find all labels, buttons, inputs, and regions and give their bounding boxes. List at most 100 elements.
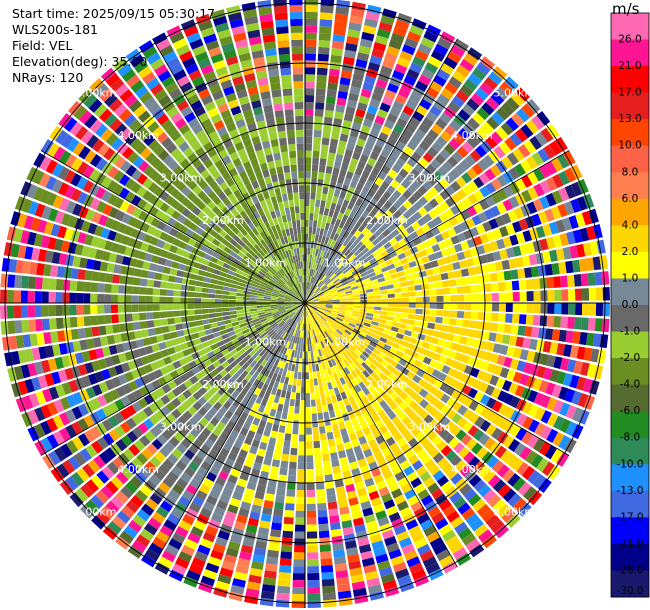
velocity-gate [588,318,596,331]
velocity-gate [1,321,9,335]
velocity-gate [305,123,313,130]
velocity-gate [313,441,320,448]
velocity-gate [305,351,307,358]
velocity-gate [447,271,455,279]
velocity-gate [153,312,160,319]
velocity-gate [181,316,189,322]
velocity-gate [146,296,153,303]
velocity-gate [596,303,603,316]
velocity-gate [317,68,328,76]
velocity-gate [57,330,65,342]
velocity-gate [462,277,470,285]
velocity-gate [560,275,568,287]
velocity-gate [230,314,237,318]
velocity-gate [415,285,423,291]
velocity-gate [243,306,250,309]
velocity-gate [560,316,568,328]
velocity-gate [257,306,264,309]
velocity-gate [491,313,499,322]
velocity-gate [322,405,328,413]
velocity-gate [306,365,309,372]
velocity-gate [197,275,205,281]
velocity-gate [174,317,182,324]
velocity-gate [456,319,464,327]
velocity-gate [353,297,360,300]
velocity-gate [386,320,394,325]
velocity-gate [323,599,337,607]
velocity-gate [210,279,218,285]
velocity-gate [309,213,313,220]
velocity-gate [306,448,313,455]
velocity-gate [316,489,325,497]
velocity-gate [404,269,412,276]
velocity-gate [305,157,311,164]
velocity-gate [321,565,333,573]
velocity-gate [329,69,340,77]
velocity-gate [298,455,305,462]
velocity-gate [316,193,322,200]
velocity-gate [331,529,342,537]
velocity-gate [301,337,303,344]
velocity-gate [309,372,313,379]
velocity-gate [324,117,333,125]
velocity-gate [367,310,374,314]
velocity-gate [328,439,335,447]
velocity-gate [442,280,450,287]
velocity-gate [307,559,319,566]
velocity-gate [552,329,560,341]
velocity-gate [250,295,257,298]
velocity-gate [141,329,149,337]
velocity-gate [290,455,297,462]
velocity-gate [112,274,120,283]
velocity-gate [305,192,310,199]
velocity-gate [189,321,197,327]
velocity-gate [287,420,293,428]
velocity-gate [284,398,290,406]
velocity-gate [320,544,331,552]
velocity-gate [316,228,320,235]
velocity-gate [182,322,190,329]
velocity-gate [194,309,201,314]
velocity-gate [203,277,211,283]
velocity-gate [76,305,83,315]
velocity-gate [306,400,311,407]
velocity-gate [197,325,205,331]
velocity-gate [305,213,309,220]
velocity-gate [310,379,314,386]
velocity-gate [402,298,409,303]
velocity-gate [539,278,547,289]
velocity-gate [318,413,324,421]
velocity-gate [334,189,341,197]
velocity-gate [457,303,464,310]
velocity-gate [250,303,257,305]
velocity-gate [327,89,337,97]
velocity-gate [118,314,126,323]
velocity-gate [305,12,318,19]
velocity-gate [416,297,423,302]
velocity-gate [297,351,300,358]
velocity-gate [139,304,146,311]
velocity-gate [132,295,139,303]
velocity-gate [316,399,321,406]
velocity-gate [326,488,335,496]
velocity-gate [160,311,167,318]
velocity-gate [332,543,344,551]
velocity-gate [305,19,317,26]
velocity-gate [319,207,324,215]
velocity-gate [166,297,173,303]
velocity-gate [332,196,338,204]
velocity-gate [318,47,330,55]
velocity-gate [284,510,294,518]
velocity-gate [250,306,257,309]
velocity-gate [194,298,201,303]
velocity-gate [97,283,105,292]
velocity-gate [289,462,297,469]
velocity-gate [263,305,270,307]
velocity-gate [308,234,311,241]
velocity-gate [308,248,311,255]
velocity-gate [311,358,315,365]
velocity-gate [14,290,21,303]
velocity-gate [307,545,318,552]
velocity-gate [491,283,499,292]
velocity-gate [209,284,217,289]
